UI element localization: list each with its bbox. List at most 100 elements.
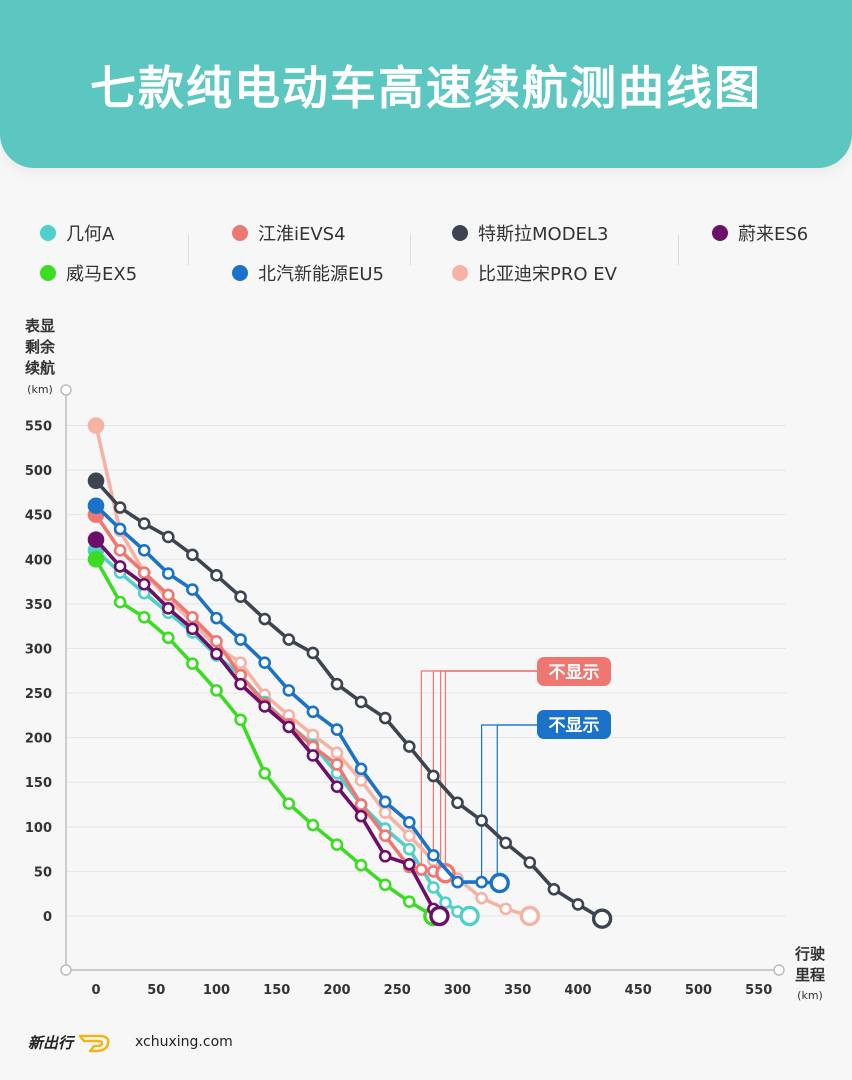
data-point xyxy=(378,878,392,892)
y-tick-label: 100 xyxy=(25,821,52,836)
brand-logo: 新出行 xyxy=(28,1033,74,1052)
x-axis-title: 行驶 里程 (km) xyxy=(794,945,825,1002)
legend-swatch xyxy=(452,225,468,241)
data-point xyxy=(87,531,105,548)
legend-swatch xyxy=(40,265,56,281)
callout-leader-red xyxy=(432,670,537,872)
data-point xyxy=(427,881,440,894)
data-point xyxy=(282,797,296,810)
data-point xyxy=(210,611,223,625)
data-point xyxy=(451,796,464,810)
data-point xyxy=(186,622,199,636)
data-point xyxy=(258,612,272,626)
data-point xyxy=(439,896,452,909)
data-point xyxy=(427,849,440,862)
data-point xyxy=(402,842,416,856)
data-point xyxy=(499,836,513,850)
data-point xyxy=(306,728,320,742)
legend-label: 威马EX5 xyxy=(66,264,138,285)
data-point xyxy=(354,858,368,872)
data-point xyxy=(162,588,175,602)
data-point xyxy=(87,417,105,434)
data-point xyxy=(282,720,296,734)
data-point xyxy=(523,856,537,869)
data-point xyxy=(210,635,223,648)
data-point xyxy=(210,647,223,661)
data-point xyxy=(330,746,344,760)
site-url: xchuxing.com xyxy=(135,1034,233,1050)
axes xyxy=(60,384,785,976)
callout-badge-red-bg xyxy=(537,657,611,686)
data-point xyxy=(591,908,613,929)
y-tick-label: 550 xyxy=(25,420,52,435)
series-line xyxy=(94,537,442,918)
y-tick-label: 0 xyxy=(43,910,52,925)
legend-label: 蔚来ES6 xyxy=(738,224,809,245)
data-point xyxy=(571,898,585,911)
data-point xyxy=(330,838,344,851)
data-point xyxy=(519,905,540,927)
data-point xyxy=(378,806,392,819)
data-point xyxy=(137,566,151,579)
x-tick-label: 150 xyxy=(263,983,290,998)
data-point xyxy=(402,816,416,829)
x-tick-label: 400 xyxy=(564,983,591,998)
data-point xyxy=(87,550,105,568)
data-point xyxy=(547,882,561,896)
legend-label: 北汽新能源EU5 xyxy=(258,264,384,285)
data-point xyxy=(234,656,247,670)
callout-leader-red xyxy=(420,670,537,874)
y-axis-title-line: 续航 xyxy=(25,359,55,377)
data-point xyxy=(210,684,223,697)
x-tick-label: 50 xyxy=(147,983,165,998)
data-point xyxy=(402,829,416,843)
data-point xyxy=(427,769,440,783)
legend-item-nio-es6: 蔚来ES6 xyxy=(712,220,808,246)
data-point xyxy=(354,762,368,776)
y-axis-unit: (km) xyxy=(27,383,53,396)
header-banner: 七款纯电动车高速续航测曲线图 xyxy=(0,0,852,168)
legend-swatch xyxy=(712,225,728,241)
data-point xyxy=(113,522,127,536)
x-tick-label: 100 xyxy=(203,983,230,998)
callout-leader-blue xyxy=(496,724,537,883)
series-2 xyxy=(87,472,613,929)
x-tick-label: 0 xyxy=(91,983,100,998)
data-point xyxy=(475,891,488,905)
tick-labels: 0 50 100 150 200 250 300 350 400 450 500 550 0 50 100 1… xyxy=(25,420,772,999)
series-5 xyxy=(87,497,510,894)
wing-logo-icon xyxy=(78,1034,110,1053)
page-title: 七款纯电动车高速续航测曲线图 xyxy=(90,61,762,115)
y-tick-label: 200 xyxy=(25,732,52,747)
y-axis-end-marker xyxy=(60,384,72,396)
callout-label-blue: 不显示 xyxy=(549,716,600,736)
data-point xyxy=(435,862,456,884)
callout-label-red: 不显示 xyxy=(549,663,600,683)
callout-badge-red: 不显示 xyxy=(537,657,611,686)
callout-badge-blue-bg xyxy=(537,710,611,739)
data-point xyxy=(137,517,151,530)
legend-label: 比亚迪宋PRO EV xyxy=(478,264,617,285)
y-tick-label: 500 xyxy=(25,464,52,479)
data-point xyxy=(234,590,247,604)
footer: 新出行 xchuxing.com xyxy=(28,1030,233,1054)
data-point xyxy=(162,530,175,544)
legend-item-geometry-a: 几何A xyxy=(40,220,114,246)
data-point xyxy=(137,577,151,591)
data-point xyxy=(258,767,272,780)
legend: 几何A 江淮iEVS4 特斯拉MODEL3 蔚来ES6 威马EX5 北汽新能源E… xyxy=(0,210,852,290)
callout-leader-red xyxy=(444,670,537,868)
callout-badge-blue: 不显示 xyxy=(537,710,611,739)
data-point xyxy=(87,472,105,490)
callout-lines xyxy=(420,670,537,883)
data-point xyxy=(451,875,464,889)
data-point xyxy=(378,795,392,809)
data-point xyxy=(354,695,368,709)
data-point xyxy=(402,857,416,871)
data-point xyxy=(330,758,344,771)
data-point xyxy=(402,895,416,909)
legend-item-tesla-model3: 特斯拉MODEL3 xyxy=(452,220,608,246)
callout-badges: 不显示 不显示 xyxy=(537,657,611,739)
y-tick-label: 150 xyxy=(25,776,52,791)
data-point xyxy=(330,780,344,793)
